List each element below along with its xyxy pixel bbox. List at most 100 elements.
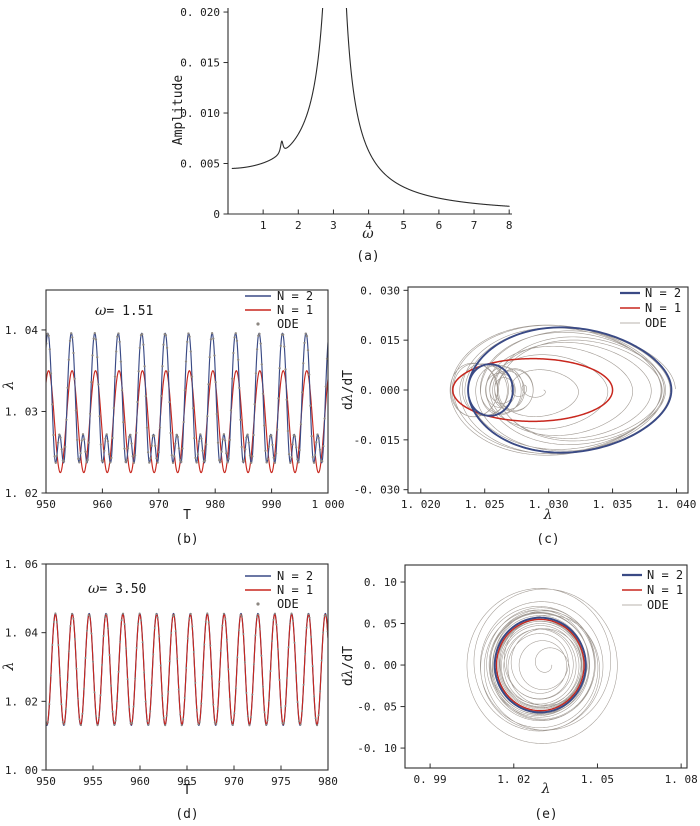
ode-sample-dot — [161, 694, 164, 697]
ode-sample-dot — [51, 644, 54, 646]
ode-sample-dot — [175, 433, 178, 437]
ode-sample-dot — [54, 612, 57, 615]
ode-sample-dot — [207, 383, 210, 386]
ode-sample-dot — [61, 721, 64, 724]
ode-sample-dot — [260, 654, 263, 657]
ode-sample-dot — [95, 715, 97, 717]
legend-item: N = 2 — [620, 286, 681, 300]
ode-sample-dot — [212, 337, 215, 340]
ode-sample-dot — [85, 460, 88, 463]
ode-sample-dot — [277, 648, 279, 651]
ode-sample-dot — [200, 437, 203, 440]
ode-sample-dot — [173, 455, 176, 458]
ode-sample-dot — [104, 437, 107, 440]
legend-item: ODE — [256, 317, 299, 331]
ode-sample-dot — [141, 641, 144, 644]
ode-sample-dot — [103, 449, 106, 452]
ode-sample-dot — [270, 434, 273, 437]
ode-sample-dot — [289, 622, 291, 625]
ode-sample-dot — [255, 348, 259, 351]
ode-sample-dot — [210, 332, 214, 335]
ode-sample-dot — [324, 385, 327, 388]
y-tick-label: -0. 05 — [357, 701, 397, 714]
ode-sample-dot — [254, 634, 257, 637]
y-tick-label: 1. 03 — [5, 405, 38, 418]
ode-sample-dot — [129, 722, 132, 725]
ode-sample-dot — [321, 460, 324, 463]
legend-item: N = 1 — [622, 583, 683, 597]
ode-sample-dot — [192, 651, 195, 653]
ode-sample-dot — [193, 436, 196, 440]
legend-label: ODE — [277, 317, 299, 331]
ode-sample-dot — [122, 612, 125, 615]
ode-sample-dot — [263, 424, 266, 427]
caption-c: (c) — [536, 532, 559, 547]
ode-sample-dot — [305, 626, 308, 629]
ode-sample-dot — [295, 672, 297, 674]
ode-sample-dot — [188, 335, 191, 338]
ode-sample-dot — [113, 375, 117, 378]
ode-sample-dot — [289, 461, 292, 464]
x-tick-label: 970 — [149, 498, 169, 511]
ode-sample-dot — [302, 362, 305, 365]
plot-axes — [227, 8, 512, 215]
ode-sample-dot — [266, 719, 269, 722]
legend-item: N = 1 — [620, 301, 681, 315]
y-tick-label: -0. 10 — [357, 742, 397, 755]
ode-sample-dot — [49, 372, 53, 375]
ode-sample-dot — [111, 436, 114, 440]
ode-sample-dot — [73, 377, 76, 380]
caption-b: (b) — [175, 532, 198, 547]
y-axis-label: dλ/dT — [340, 646, 356, 686]
ode-sample-dot — [274, 452, 278, 455]
ode-sample-dot — [197, 440, 201, 443]
ode-sample-dot — [140, 619, 143, 622]
ode-sample-dot — [123, 447, 126, 450]
ode-sample-dot — [282, 333, 285, 336]
ode-sample-dot — [262, 685, 264, 688]
series-amplitude-response — [231, 8, 510, 207]
plot-e: 0. 99 1. 02 1. 05 1. 08 0. 10 0. 05 0. 00 -0. 0… — [340, 564, 698, 822]
ode-sample-dot — [75, 438, 79, 442]
legend-label: N = 1 — [277, 583, 313, 597]
ode-sample-dot — [308, 616, 311, 619]
x-tick-label: 1 000 — [311, 498, 344, 511]
ode-sample-dot — [225, 452, 228, 455]
ode-sample-dot — [138, 346, 141, 350]
ode-sample-dot — [252, 433, 255, 437]
ode-sample-dot — [264, 449, 267, 452]
ode-sample-dot — [78, 461, 81, 464]
ode-sample-dot — [116, 335, 119, 338]
y-tick-label: 0 — [213, 208, 220, 221]
ode-sample-dot — [90, 632, 93, 635]
ode-sample-dot — [168, 660, 171, 663]
series-N2 — [467, 326, 673, 454]
legend-item: N = 2 — [622, 568, 683, 582]
ode-sample-dot — [125, 458, 128, 462]
ode-sample-dot — [191, 625, 194, 628]
ode-sample-dot — [164, 724, 167, 727]
ode-sample-dot — [178, 458, 182, 462]
y-axis-label: λ — [1, 662, 17, 672]
ode-sample-dot — [251, 455, 254, 458]
ode-sample-dot — [99, 694, 102, 697]
ode-sample-dot — [263, 711, 266, 714]
ode-sample-dot — [97, 383, 100, 386]
ode-sample-dot — [126, 447, 130, 450]
ode-sample-dot — [240, 615, 243, 618]
ode-sample-dot — [148, 461, 151, 464]
ode-sample-dot — [141, 333, 144, 336]
ode-sample-dot — [189, 350, 192, 353]
ode-sample-dot — [239, 614, 242, 616]
ode-sample-dot — [133, 454, 137, 457]
series-layer — [46, 332, 328, 474]
ode-sample-dot — [203, 459, 207, 462]
ode-sample-dot — [286, 677, 288, 679]
ode-sample-dot — [309, 404, 312, 407]
legend-item: ODE — [622, 598, 669, 612]
ode-sample-dot — [84, 657, 87, 659]
ode-sample-dot — [216, 707, 219, 710]
ode-sample-dot — [250, 461, 253, 464]
series-layer — [231, 8, 510, 207]
ode-sample-dot — [227, 668, 230, 671]
